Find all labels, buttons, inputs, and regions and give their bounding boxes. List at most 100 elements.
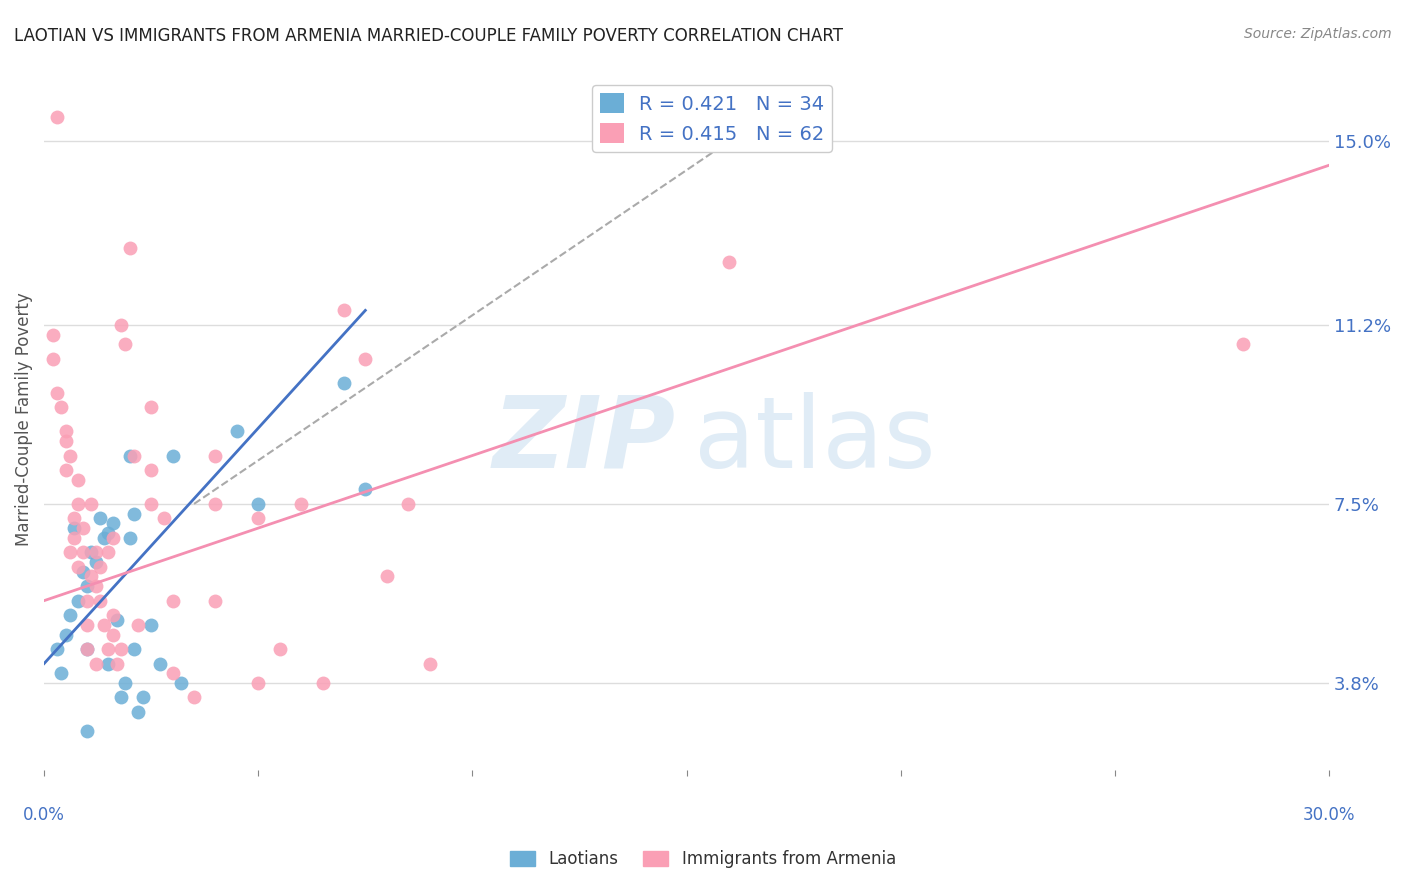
Text: 30.0%: 30.0% xyxy=(1303,806,1355,824)
Point xyxy=(59,608,82,623)
Point xyxy=(84,657,107,671)
Point xyxy=(419,657,441,671)
Legend: R = 0.421   N = 34, R = 0.415   N = 62: R = 0.421 N = 34, R = 0.415 N = 62 xyxy=(592,86,832,152)
Point xyxy=(131,690,153,705)
Point xyxy=(122,449,145,463)
Point xyxy=(162,593,184,607)
Text: LAOTIAN VS IMMIGRANTS FROM ARMENIA MARRIED-COUPLE FAMILY POVERTY CORRELATION CHA: LAOTIAN VS IMMIGRANTS FROM ARMENIA MARRI… xyxy=(14,27,844,45)
Point xyxy=(84,555,107,569)
Legend: Laotians, Immigrants from Armenia: Laotians, Immigrants from Armenia xyxy=(503,844,903,875)
Point xyxy=(97,657,120,671)
Text: Source: ZipAtlas.com: Source: ZipAtlas.com xyxy=(1244,27,1392,41)
Point xyxy=(153,511,176,525)
Point xyxy=(46,642,69,657)
Point xyxy=(118,449,141,463)
Point xyxy=(55,463,77,477)
Point xyxy=(204,593,226,607)
Point xyxy=(225,425,247,439)
Point xyxy=(101,531,124,545)
Point xyxy=(46,385,69,400)
Point xyxy=(67,473,90,487)
Point xyxy=(51,666,73,681)
Point xyxy=(84,545,107,559)
Point xyxy=(89,559,111,574)
Point xyxy=(41,327,63,342)
Point xyxy=(127,705,149,719)
Point xyxy=(311,676,333,690)
Point xyxy=(72,545,94,559)
Point xyxy=(354,483,377,497)
Point xyxy=(141,617,163,632)
Point xyxy=(122,507,145,521)
Point xyxy=(162,449,184,463)
Point xyxy=(114,337,136,351)
Point xyxy=(76,724,98,739)
Point xyxy=(1232,337,1254,351)
Point xyxy=(149,657,172,671)
Text: 0.0%: 0.0% xyxy=(22,806,65,824)
Point xyxy=(141,400,163,414)
Point xyxy=(72,521,94,535)
Point xyxy=(247,511,270,525)
Point xyxy=(63,511,86,525)
Y-axis label: Married-Couple Family Poverty: Married-Couple Family Poverty xyxy=(15,293,32,546)
Point xyxy=(333,303,356,318)
Point xyxy=(76,593,98,607)
Point xyxy=(80,569,103,583)
Point xyxy=(72,565,94,579)
Point xyxy=(67,593,90,607)
Point xyxy=(247,497,270,511)
Point xyxy=(51,400,73,414)
Point xyxy=(59,449,82,463)
Point xyxy=(141,463,163,477)
Point xyxy=(333,376,356,390)
Point xyxy=(46,110,69,124)
Point xyxy=(76,642,98,657)
Point xyxy=(127,617,149,632)
Point xyxy=(110,642,132,657)
Point xyxy=(110,690,132,705)
Point xyxy=(170,676,193,690)
Point xyxy=(114,676,136,690)
Point xyxy=(105,657,128,671)
Point xyxy=(375,569,398,583)
Point xyxy=(76,642,98,657)
Point xyxy=(118,240,141,254)
Point xyxy=(97,545,120,559)
Point xyxy=(183,690,205,705)
Point xyxy=(93,531,115,545)
Point xyxy=(76,579,98,593)
Point xyxy=(67,559,90,574)
Point xyxy=(89,511,111,525)
Point xyxy=(247,676,270,690)
Point xyxy=(204,497,226,511)
Point xyxy=(354,351,377,366)
Text: atlas: atlas xyxy=(695,392,936,489)
Point xyxy=(89,593,111,607)
Point xyxy=(718,255,741,269)
Point xyxy=(67,497,90,511)
Point xyxy=(41,351,63,366)
Point xyxy=(63,521,86,535)
Point xyxy=(122,642,145,657)
Point xyxy=(101,627,124,641)
Point xyxy=(105,613,128,627)
Point xyxy=(59,545,82,559)
Point xyxy=(110,318,132,332)
Point xyxy=(55,425,77,439)
Point xyxy=(55,627,77,641)
Point xyxy=(84,579,107,593)
Point xyxy=(290,497,312,511)
Point xyxy=(101,516,124,531)
Point xyxy=(80,497,103,511)
Point xyxy=(93,617,115,632)
Point xyxy=(97,525,120,540)
Point xyxy=(141,497,163,511)
Point xyxy=(396,497,419,511)
Point xyxy=(269,642,291,657)
Point xyxy=(97,642,120,657)
Point xyxy=(118,531,141,545)
Point xyxy=(101,608,124,623)
Point xyxy=(162,666,184,681)
Text: ZIP: ZIP xyxy=(492,392,675,489)
